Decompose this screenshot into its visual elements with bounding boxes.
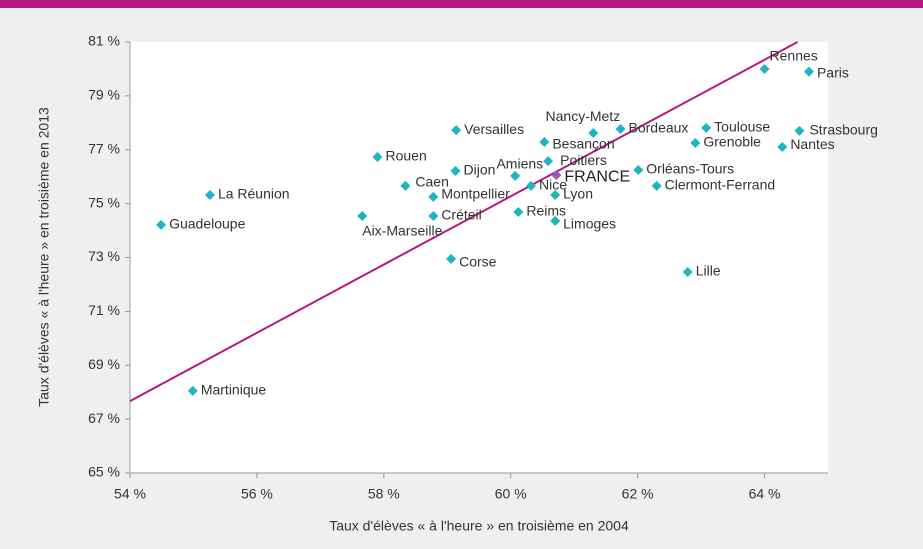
point [446,253,457,264]
point-label: Strasbourg [809,122,877,138]
y-axis-title: Taux d'élèves « à l'heure » en troisième… [36,107,52,407]
point-label: FRANCE [564,168,630,185]
point [551,170,562,181]
point [510,170,521,181]
point-label: Nice [539,177,567,193]
y-tick-label: 65 % [88,464,120,480]
point-label: La Réunion [218,186,290,202]
point [794,125,805,136]
point-label: Versailles [464,121,524,137]
x-tick-label: 62 % [622,486,654,502]
point-label: Grenoble [703,134,761,150]
point [428,211,439,222]
point-label: Limoges [563,216,616,232]
y-tick-label: 71 % [88,302,120,318]
x-tick-label: 64 % [749,486,781,502]
x-tick-label: 60 % [495,486,527,502]
point-label: Besançon [552,136,614,152]
y-tick-label: 73 % [88,248,120,264]
point-label: Créteil [441,207,481,223]
point [550,190,561,201]
point-label: Rennes [770,48,818,64]
point-label: Clermont-Ferrand [665,177,775,193]
point-label: Amiens [496,156,543,172]
point-label: Corse [459,254,497,270]
point [550,215,561,226]
point [803,66,814,77]
point [682,267,693,278]
point-label: Reims [526,203,566,219]
point [539,136,550,147]
point [543,156,554,167]
point-label: Bordeaux [629,120,689,136]
y-tick-label: 81 % [88,33,120,49]
point-label: Paris [817,64,849,80]
point-label: Poitiers [560,152,607,168]
point-label: Orléans-Tours [646,161,734,177]
point [204,190,215,201]
point-label: Martinique [201,382,267,398]
y-tick-label: 79 % [88,87,120,103]
point [690,138,701,149]
point [701,122,712,133]
point-label: Caen [415,174,448,190]
point [759,63,770,74]
point [651,180,662,191]
point [777,142,788,153]
y-tick-label: 77 % [88,140,120,156]
x-tick-label: 58 % [368,486,400,502]
point [526,180,537,191]
point-label: Dijon [464,162,496,178]
point [615,124,626,135]
point [450,166,461,177]
point-label: Aix-Marseille [362,223,442,239]
point [451,125,462,136]
point-label: Lyon [563,186,593,202]
point-label: Montpellier [441,186,510,202]
point-label: Guadeloupe [169,216,246,232]
point-label: Nancy-Metz [546,108,621,124]
x-tick-label: 56 % [241,486,273,502]
point-label: Rouen [385,148,426,164]
point [357,211,368,222]
point [187,385,198,396]
point-label: Toulouse [714,119,770,135]
point [633,164,644,175]
point-label: Nantes [790,136,834,152]
point [428,191,439,202]
point-label: Lille [696,263,721,279]
point [156,219,167,230]
top-bar [0,0,923,8]
point [513,206,524,217]
y-tick-label: 67 % [88,410,120,426]
y-tick-label: 75 % [88,194,120,210]
point [588,128,599,139]
point [400,180,411,191]
plot-area [130,42,828,473]
y-tick-label: 69 % [88,356,120,372]
point [372,152,383,163]
trend-line [129,41,799,402]
x-tick-label: 54 % [114,486,146,502]
x-axis-title: Taux d'élèves « à l'heure » en troisième… [329,518,629,534]
